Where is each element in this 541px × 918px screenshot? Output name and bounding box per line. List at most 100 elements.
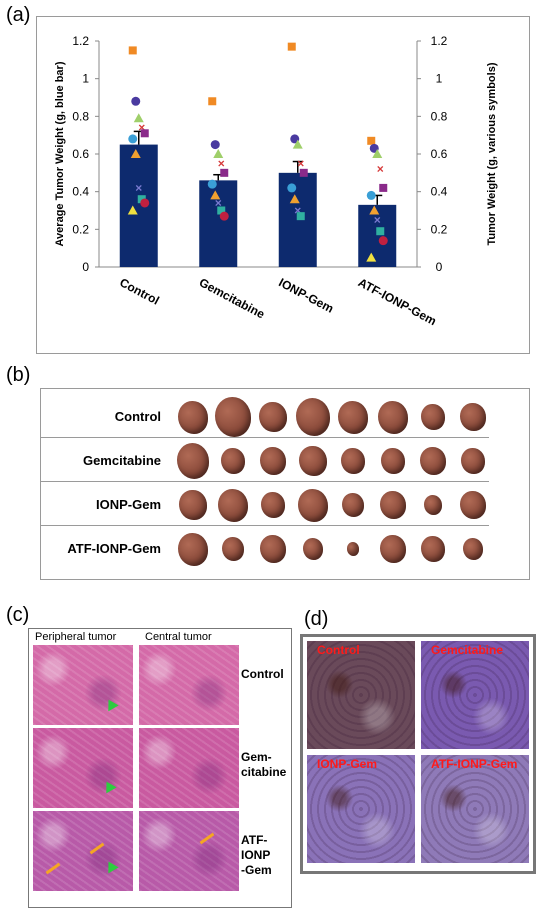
- y-tick-label-left: 0.2: [72, 222, 89, 236]
- bar-atf-ionp-gem: [358, 204, 397, 267]
- tumor-specimen: [299, 445, 327, 477]
- tumor-specimen: [179, 489, 207, 521]
- tumor-specimen: [260, 534, 286, 564]
- tumor-specimen: [347, 542, 359, 556]
- tumor-specimen: [222, 536, 244, 562]
- point-circle: [378, 236, 388, 246]
- ihc-label: Gemcitabine: [431, 643, 504, 657]
- y-axis-title-left: Average Tumor Weight (g, blue bar): [54, 61, 66, 246]
- histology-row-label: Control: [241, 667, 284, 681]
- tumor-specimen: [259, 401, 287, 433]
- panel-label-b: (b): [6, 364, 31, 386]
- y-tick-label-right: 0: [436, 260, 443, 274]
- tumor-row-divider: [41, 437, 489, 438]
- tumor-specimen: [303, 538, 323, 560]
- point-cross: ×: [377, 162, 384, 176]
- y-tick-label-left: 0.8: [72, 109, 89, 123]
- x-tick-label: IONP-Gem: [276, 275, 336, 316]
- point-circle: [366, 190, 376, 200]
- tumor-specimen: [421, 403, 445, 431]
- tumor-specimen: [298, 488, 328, 522]
- panel-label-c: (c): [6, 604, 30, 626]
- tumor-specimen: [341, 447, 365, 475]
- point-triangle: [210, 190, 221, 200]
- histology-tile: [33, 645, 133, 725]
- ihc-label: ATF-IONP-Gem: [431, 757, 518, 771]
- tumor-specimen: [261, 491, 285, 519]
- point-square: [140, 129, 149, 138]
- tumor-specimen: [424, 495, 442, 515]
- tumor-specimen: [178, 400, 208, 434]
- tumor-specimen: [178, 532, 208, 566]
- chart-frame: 0 0 0.2 0.2 0.4 0.4 0.6 0.6 0.8 0.8 1 1 1.2 1.2 Averag…: [36, 16, 530, 354]
- point-square: [128, 46, 137, 55]
- point-circle: [287, 183, 297, 193]
- x-tick-label: Control: [117, 275, 161, 307]
- tumor-specimen: [381, 447, 405, 475]
- bar-chart: 0 0 0.2 0.2 0.4 0.4 0.6 0.6 0.8 0.8 1 1 1.2 1.2 Averag…: [54, 34, 498, 328]
- point-square: [299, 168, 308, 177]
- bar-gemcitabine: [199, 180, 238, 267]
- ihc-tile: [421, 755, 529, 863]
- y-tick-label-left: 0: [82, 260, 89, 274]
- y-axis-title-right: Tumor Weight (g, various symbols): [486, 62, 498, 245]
- ihc-tile: [307, 641, 415, 749]
- point-square: [217, 206, 226, 215]
- y-tick-label-right: 1: [436, 72, 443, 86]
- tumor-specimen: [218, 488, 248, 522]
- tumor-row-label: Gemcitabine: [82, 453, 161, 468]
- tumor-specimen: [338, 400, 368, 434]
- tumor-specimen: [221, 447, 245, 475]
- tumor-specimen: [380, 490, 406, 520]
- histology-row-label: Gem- citabine: [241, 750, 287, 779]
- histology-tile: [33, 811, 133, 891]
- point-cross: ×: [215, 196, 222, 210]
- point-cross: ×: [138, 121, 145, 135]
- point-circle: [131, 96, 141, 106]
- tumor-specimen: [215, 397, 251, 437]
- point-triangle: [130, 149, 141, 158]
- y-tick-label-right: 0.4: [431, 185, 448, 199]
- point-triangle: [372, 149, 383, 158]
- tumor-specimen: [342, 492, 364, 518]
- point-cross: ×: [297, 156, 304, 170]
- point-square: [376, 227, 385, 236]
- point-square: [296, 212, 305, 221]
- point-square: [379, 183, 388, 192]
- point-cross: ×: [135, 181, 142, 195]
- ihc-tile: [307, 755, 415, 863]
- point-square: [367, 136, 376, 145]
- ihc-tile: [421, 641, 529, 749]
- ihc-label: Control: [317, 643, 360, 657]
- point-square: [220, 168, 229, 177]
- y-tick-label-left: 1: [82, 72, 89, 86]
- point-circle: [207, 179, 217, 189]
- point-cross: ×: [374, 213, 381, 227]
- tumor-row-divider: [41, 525, 489, 526]
- tumor-specimen: [460, 490, 486, 520]
- point-triangle: [213, 149, 224, 158]
- tumor-specimen: [177, 443, 209, 479]
- tumor-specimen: [461, 447, 485, 475]
- y-tick-label-left: 0.4: [72, 185, 89, 199]
- y-tick-label-left: 1.2: [72, 34, 89, 48]
- point-triangle: [366, 252, 377, 262]
- point-triangle: [292, 139, 303, 149]
- panel-label-a: (a): [6, 4, 31, 26]
- y-tick-label-right: 0.2: [431, 222, 448, 236]
- histology-tile: [139, 645, 239, 725]
- tumor-row-label: ATF-IONP-Gem: [67, 541, 161, 556]
- point-triangle: [289, 194, 300, 204]
- tumor-specimen: [380, 534, 406, 564]
- point-circle: [128, 134, 138, 144]
- x-tick-label: Gemcitabine: [197, 275, 267, 321]
- point-square: [208, 97, 217, 106]
- point-cross: ×: [294, 204, 301, 218]
- y-tick-label-right: 0.8: [431, 109, 448, 123]
- y-tick-label-left: 0.6: [72, 147, 89, 161]
- bar-control: [119, 144, 158, 267]
- tumor-photo-panel: Control Gemcitabine IONP-Gem ATF-IONP-Gem: [40, 388, 530, 580]
- tumor-specimen: [378, 400, 408, 434]
- point-circle: [210, 140, 220, 150]
- point-triangle: [133, 113, 144, 123]
